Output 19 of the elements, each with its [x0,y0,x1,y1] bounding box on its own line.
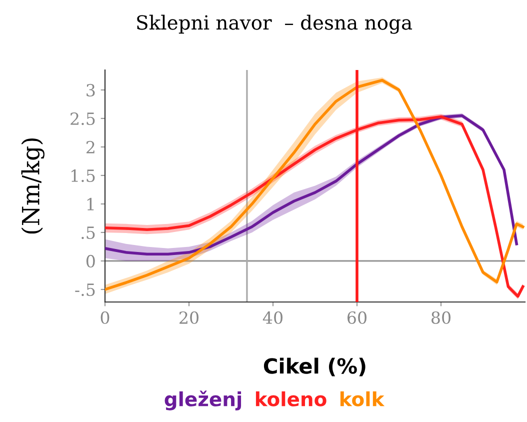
y-tick-label: 0 [86,254,95,268]
x-tick-label: 60 [348,311,366,324]
text: kolk [340,391,385,406]
y-tick-label: 2 [86,140,94,154]
y-tick-label: 3 [86,84,95,97]
text: koleno [256,391,326,406]
y-tick-label: -.5 [75,284,95,296]
y-tick-label: 1.5 [72,169,95,182]
x-tick-label: 20 [180,311,198,324]
x-tick-label: 40 [262,311,282,324]
x-tick-label: 0 [100,311,110,324]
y-tick-label: 1 [87,198,94,210]
text: gleženj [164,390,242,410]
x-axis-title: Cikel (%) [264,358,366,376]
x-tick-label: 80 [432,311,450,324]
y-axis-title: (Nm/kg) [21,138,44,234]
y-tick-label: 2.5 [70,112,95,126]
chart-title: Sklepni navor – desna noga [137,14,412,34]
y-tick-label: .5 [82,226,95,240]
